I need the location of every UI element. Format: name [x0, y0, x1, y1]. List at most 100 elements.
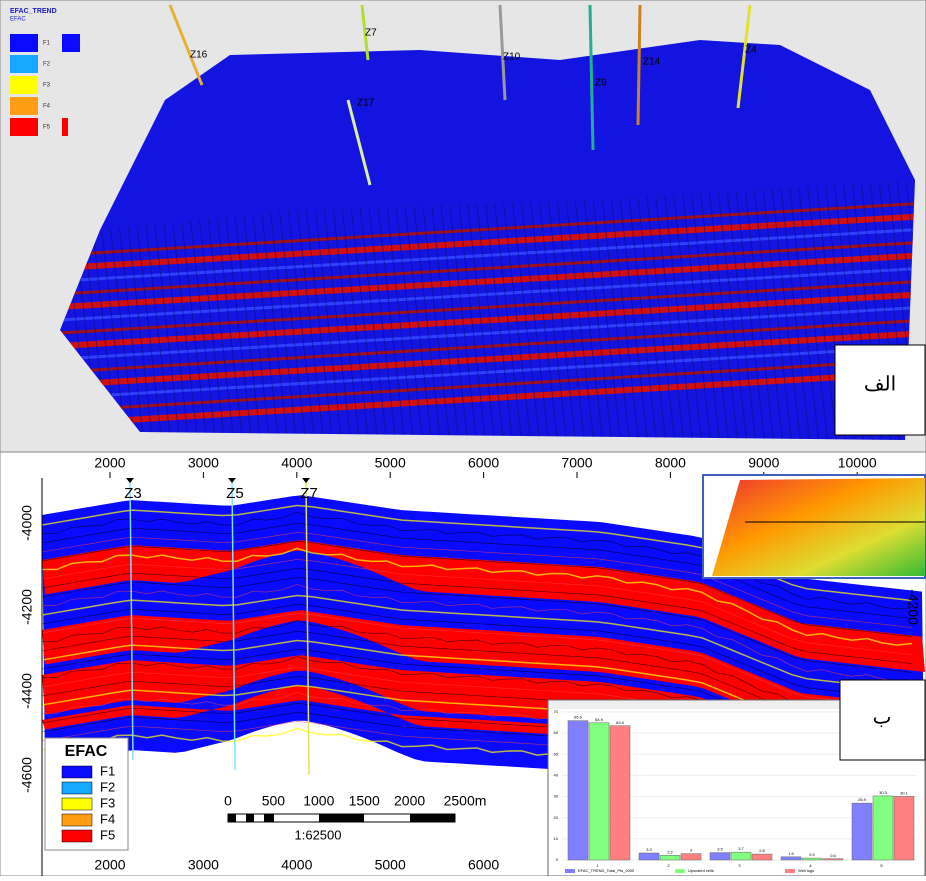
hist-y-tick: 20	[554, 815, 559, 820]
x-tick-label: 5000	[375, 857, 406, 873]
scale-label: 2000	[394, 793, 425, 809]
legend-label: F1	[43, 41, 51, 47]
title: EFAC_TREND	[10, 8, 57, 15]
well-label: Z17	[357, 98, 375, 109]
legend-swatch	[61, 829, 93, 843]
legend-swatch	[10, 76, 38, 94]
legend-swatch	[10, 97, 38, 115]
slice-edge	[383, 180, 415, 440]
scale-label: 1000	[303, 793, 334, 809]
x-tick-label: 5000	[375, 455, 406, 471]
well-label: Z9	[595, 78, 607, 89]
y-tick-label: -4600	[19, 757, 35, 793]
stripe	[60, 266, 915, 323]
scale-label: 1500	[349, 793, 380, 809]
hist-legend-label: Upscaled cells	[688, 868, 714, 873]
hist-bar	[801, 857, 823, 861]
well-label: Z7	[300, 485, 318, 502]
hist-bar	[730, 851, 752, 861]
legend-swatch	[10, 118, 38, 136]
slice-edge	[329, 180, 361, 440]
hist-bar	[872, 795, 894, 861]
hist-x-label: 5	[880, 863, 883, 868]
slice-edge	[257, 180, 289, 440]
slice-edge	[482, 180, 514, 440]
slice-edge	[518, 180, 550, 440]
scale-label: 500	[262, 793, 286, 809]
hist-value: 63.5	[616, 720, 625, 725]
histogram-header	[549, 701, 924, 709]
x-tick-label: 3000	[188, 455, 219, 471]
slice-edge	[572, 180, 604, 440]
y-tick-label: -4400	[19, 673, 35, 709]
slice-edge	[464, 180, 496, 440]
stripe	[60, 290, 915, 351]
well	[636, 4, 642, 126]
layer-line	[42, 594, 913, 692]
hist-y-tick: 70	[554, 709, 559, 714]
slice-edge	[554, 180, 586, 440]
scale-seg	[264, 814, 274, 822]
legend-label: F5	[100, 827, 115, 842]
hist-legend-swatch	[785, 869, 795, 873]
x-tick-label: 10000	[838, 455, 877, 471]
slice-edge	[392, 180, 424, 440]
slice-edge	[284, 180, 316, 440]
hist-bar	[588, 722, 610, 861]
hist-value: 2.8	[759, 848, 765, 853]
legend-label: F4	[43, 104, 51, 110]
well-label: Z14	[643, 57, 661, 68]
histo-mark	[62, 34, 80, 52]
slice-edge	[563, 180, 595, 440]
slice-edge	[599, 180, 631, 440]
well-head	[228, 478, 236, 483]
slice-edge	[626, 180, 658, 440]
x-tick-label: 2000	[94, 857, 125, 873]
hist-bar	[851, 802, 873, 861]
x-tick-label: 9000	[748, 455, 779, 471]
legend-label: F4	[100, 811, 115, 826]
layer-line	[42, 584, 913, 682]
slice-edge	[455, 180, 487, 440]
slice-edge	[581, 180, 613, 440]
slice-edge	[752, 180, 784, 440]
hist-value: 1.5	[788, 851, 794, 856]
slice-edge	[590, 180, 622, 440]
x-tick-label: 4000	[281, 455, 312, 471]
x-tick-label: 8000	[655, 455, 686, 471]
slice-edge	[293, 180, 325, 440]
hist-legend-label: EFAC_TREND_Total_Pts_0000	[578, 868, 635, 873]
slice-edge	[788, 180, 820, 440]
slice-edge	[347, 180, 379, 440]
slice-edge	[770, 180, 802, 440]
histo-mark	[62, 118, 68, 136]
layer-line	[42, 532, 913, 628]
x-tick-label: 2000	[94, 455, 125, 471]
stripe	[60, 201, 915, 258]
scale-seg	[228, 814, 236, 822]
legend-label: F3	[43, 83, 51, 89]
hist-y-tick: 60	[554, 730, 559, 735]
slice-edge	[419, 180, 451, 440]
hist-value: 3	[690, 848, 693, 853]
hist-legend-label: Well logs	[798, 868, 814, 873]
hist-value: 64.9	[595, 717, 604, 722]
hist-y-tick: 30	[554, 794, 559, 799]
slice-edge	[338, 180, 370, 440]
scale-label: 2500m	[444, 793, 487, 809]
slice-edge	[707, 180, 739, 440]
well	[588, 4, 595, 151]
slice-edge	[509, 180, 541, 440]
slice-edge	[617, 180, 649, 440]
label-box	[839, 679, 926, 761]
stripe	[60, 279, 915, 336]
hist-value: 0.6	[830, 853, 836, 858]
scale-ratio: 1:62500	[295, 827, 342, 842]
hist-y-tick: 50	[554, 751, 559, 756]
subtitle: EFAC	[10, 17, 26, 23]
well-label: Z7	[365, 28, 377, 39]
legend-swatch	[61, 797, 93, 811]
slice-edge	[275, 180, 307, 440]
legend-title: EFAC	[65, 743, 108, 760]
hist-bar	[609, 725, 631, 861]
